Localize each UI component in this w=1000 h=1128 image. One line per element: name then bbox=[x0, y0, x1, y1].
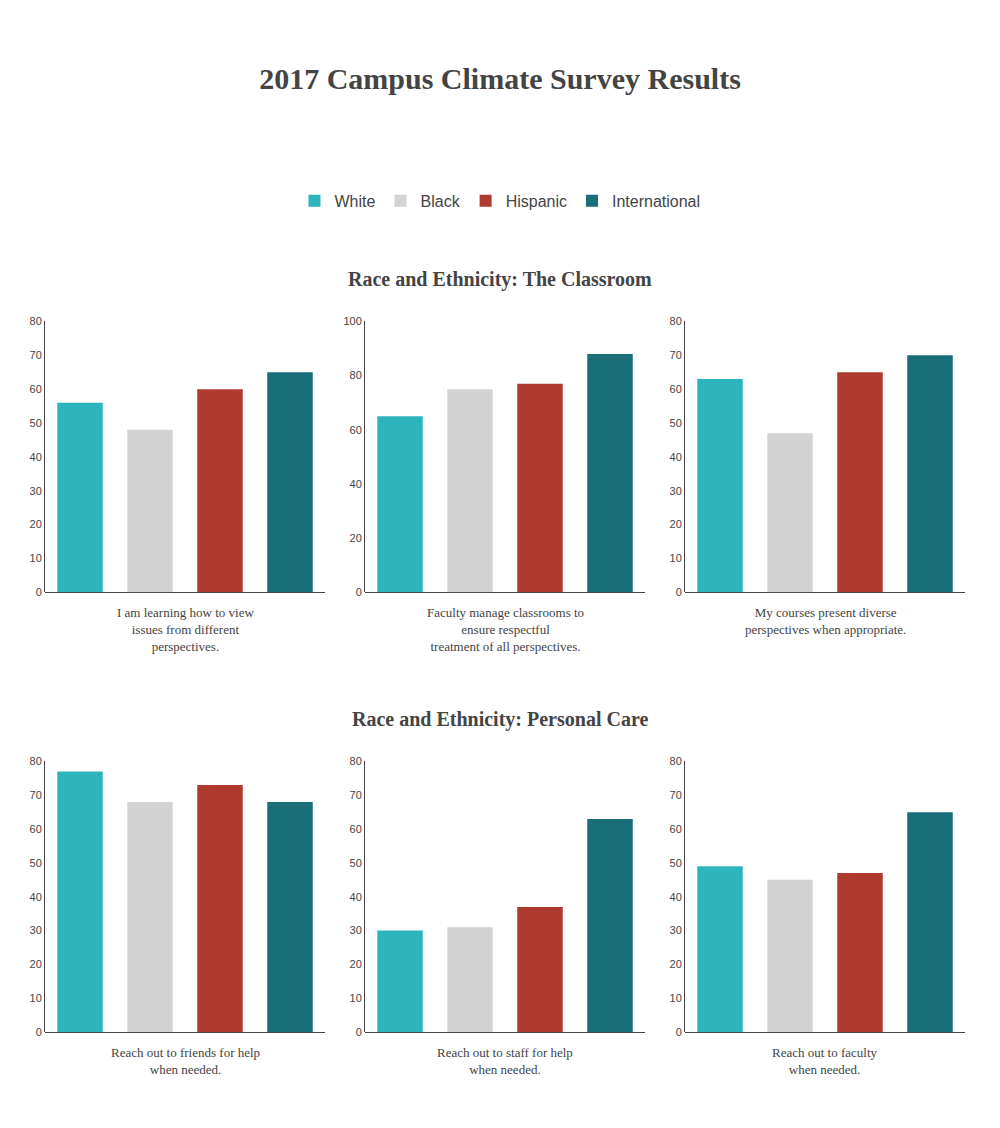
svg-text:60: 60 bbox=[30, 383, 42, 395]
svg-text:60: 60 bbox=[350, 424, 362, 436]
svg-text:20: 20 bbox=[30, 958, 42, 970]
svg-text:Race and Ethnicity: Personal C: Race and Ethnicity: Personal Care bbox=[352, 708, 648, 731]
svg-text:I am learning how to viewissue: I am learning how to viewissues from dif… bbox=[117, 605, 254, 654]
svg-text:2017 Campus Climate Survey Res: 2017 Campus Climate Survey Results bbox=[259, 62, 741, 95]
svg-text:0: 0 bbox=[36, 1026, 42, 1038]
svg-text:Faculty manage classrooms toen: Faculty manage classrooms toensure respe… bbox=[427, 605, 584, 654]
svg-text:50: 50 bbox=[670, 417, 682, 429]
svg-text:20: 20 bbox=[350, 958, 362, 970]
svg-text:100: 100 bbox=[343, 315, 361, 327]
svg-text:20: 20 bbox=[30, 518, 42, 530]
svg-text:80: 80 bbox=[350, 755, 362, 767]
svg-text:50: 50 bbox=[350, 857, 362, 869]
svg-text:10: 10 bbox=[670, 552, 682, 564]
svg-text:30: 30 bbox=[670, 485, 682, 497]
svg-text:50: 50 bbox=[670, 857, 682, 869]
svg-text:80: 80 bbox=[30, 755, 42, 767]
svg-text:Hispanic: Hispanic bbox=[506, 193, 567, 210]
svg-text:50: 50 bbox=[30, 417, 42, 429]
svg-text:60: 60 bbox=[670, 823, 682, 835]
svg-text:70: 70 bbox=[30, 789, 42, 801]
svg-text:30: 30 bbox=[30, 924, 42, 936]
svg-text:60: 60 bbox=[350, 823, 362, 835]
svg-text:10: 10 bbox=[670, 992, 682, 1004]
svg-text:20: 20 bbox=[670, 518, 682, 530]
svg-text:International: International bbox=[612, 193, 700, 210]
svg-text:40: 40 bbox=[30, 891, 42, 903]
svg-text:0: 0 bbox=[356, 1026, 362, 1038]
svg-text:Race and Ethnicity: The Classr: Race and Ethnicity: The Classroom bbox=[348, 268, 652, 291]
svg-text:40: 40 bbox=[670, 891, 682, 903]
svg-text:40: 40 bbox=[350, 478, 362, 490]
svg-text:80: 80 bbox=[30, 315, 42, 327]
svg-text:Reach out to friends for helpw: Reach out to friends for helpwhen needed… bbox=[111, 1045, 260, 1077]
svg-text:0: 0 bbox=[356, 586, 362, 598]
svg-text:70: 70 bbox=[670, 789, 682, 801]
svg-text:10: 10 bbox=[350, 992, 362, 1004]
svg-text:30: 30 bbox=[350, 924, 362, 936]
svg-text:0: 0 bbox=[36, 586, 42, 598]
svg-text:Reach out to staff for helpwhe: Reach out to staff for helpwhen needed. bbox=[437, 1045, 573, 1077]
svg-text:Reach out to facultywhen neede: Reach out to facultywhen needed. bbox=[772, 1045, 878, 1077]
svg-text:80: 80 bbox=[670, 755, 682, 767]
svg-text:Black: Black bbox=[421, 193, 461, 210]
svg-text:70: 70 bbox=[30, 349, 42, 361]
svg-text:20: 20 bbox=[670, 958, 682, 970]
svg-text:0: 0 bbox=[676, 1026, 682, 1038]
svg-text:80: 80 bbox=[670, 315, 682, 327]
svg-text:80: 80 bbox=[350, 369, 362, 381]
svg-text:20: 20 bbox=[350, 532, 362, 544]
svg-text:40: 40 bbox=[670, 451, 682, 463]
svg-text:60: 60 bbox=[30, 823, 42, 835]
svg-text:0: 0 bbox=[676, 586, 682, 598]
svg-text:70: 70 bbox=[350, 789, 362, 801]
svg-text:10: 10 bbox=[30, 992, 42, 1004]
svg-text:10: 10 bbox=[30, 552, 42, 564]
svg-text:30: 30 bbox=[670, 924, 682, 936]
svg-text:White: White bbox=[335, 193, 376, 210]
svg-text:60: 60 bbox=[670, 383, 682, 395]
svg-text:40: 40 bbox=[30, 451, 42, 463]
svg-text:70: 70 bbox=[670, 349, 682, 361]
svg-text:40: 40 bbox=[350, 891, 362, 903]
svg-text:30: 30 bbox=[30, 485, 42, 497]
svg-text:My courses present diversepers: My courses present diverseperspectives w… bbox=[745, 605, 906, 637]
svg-text:50: 50 bbox=[30, 857, 42, 869]
